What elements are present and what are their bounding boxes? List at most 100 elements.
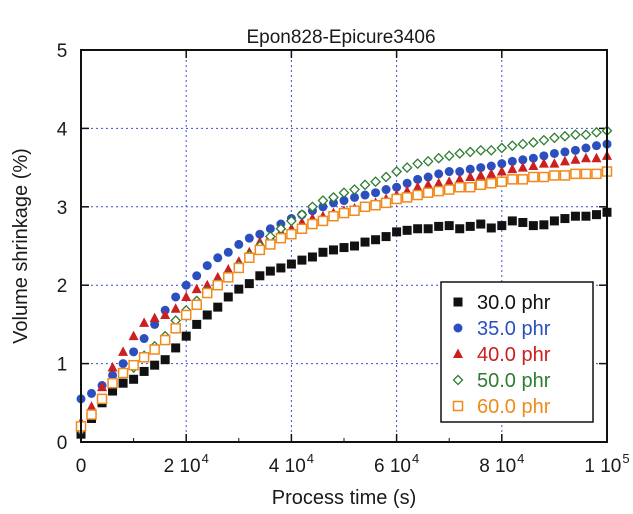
data-point bbox=[170, 303, 181, 313]
data-point bbox=[423, 179, 434, 189]
data-point bbox=[381, 185, 391, 195]
data-point bbox=[150, 360, 160, 370]
legend-label: 50.0 phr bbox=[477, 370, 551, 392]
data-point bbox=[170, 323, 181, 334]
data-point bbox=[139, 366, 149, 376]
data-point bbox=[413, 174, 423, 184]
data-point bbox=[444, 221, 454, 231]
data-point bbox=[191, 283, 202, 294]
data-point bbox=[412, 181, 423, 192]
data-point bbox=[539, 220, 549, 230]
data-point bbox=[349, 205, 360, 216]
data-point bbox=[307, 201, 318, 213]
data-point bbox=[359, 179, 371, 191]
data-point bbox=[560, 147, 570, 157]
data-point bbox=[318, 202, 328, 212]
x-tick-label: 8 104 bbox=[479, 451, 524, 477]
data-point bbox=[454, 181, 465, 193]
data-point bbox=[401, 162, 413, 174]
data-point bbox=[107, 377, 118, 389]
data-point bbox=[517, 162, 528, 172]
data-point bbox=[465, 221, 475, 231]
data-point bbox=[276, 263, 286, 273]
data-point bbox=[559, 155, 570, 166]
data-point bbox=[413, 224, 423, 234]
y-tick-label: 4 bbox=[57, 119, 68, 140]
data-point bbox=[539, 151, 549, 161]
data-point bbox=[223, 264, 234, 274]
data-point bbox=[202, 279, 213, 290]
data-point bbox=[591, 168, 602, 180]
data-point bbox=[434, 221, 444, 231]
legend-item: 40.0 phr bbox=[453, 344, 551, 366]
data-point bbox=[423, 172, 433, 182]
data-point bbox=[528, 221, 538, 231]
data-point bbox=[360, 237, 370, 247]
data-point bbox=[570, 145, 580, 155]
data-point bbox=[444, 167, 454, 177]
data-point bbox=[380, 197, 392, 209]
data-point bbox=[307, 218, 318, 230]
y-axis-label: Volume shrinkage (%) bbox=[10, 148, 32, 344]
data-point bbox=[570, 154, 581, 164]
data-point bbox=[96, 393, 108, 405]
data-point bbox=[307, 252, 317, 262]
data-point bbox=[171, 343, 181, 353]
data-point bbox=[139, 334, 149, 344]
data-point bbox=[296, 223, 308, 235]
data-point bbox=[150, 319, 160, 329]
data-point bbox=[496, 166, 507, 176]
legend-label: 40.0 phr bbox=[477, 344, 551, 366]
data-point bbox=[118, 346, 129, 356]
data-point bbox=[201, 287, 213, 299]
data-point bbox=[328, 210, 339, 222]
data-point bbox=[285, 215, 297, 227]
data-point bbox=[475, 144, 487, 156]
data-point bbox=[465, 171, 476, 182]
data-point bbox=[455, 167, 465, 177]
data-point bbox=[506, 140, 518, 152]
data-point bbox=[202, 310, 212, 320]
data-point bbox=[433, 177, 444, 188]
data-point bbox=[86, 401, 97, 411]
data-point bbox=[497, 159, 507, 169]
data-point bbox=[412, 158, 424, 170]
y-tick-label: 3 bbox=[57, 198, 68, 219]
data-point bbox=[244, 252, 255, 264]
data-point bbox=[86, 409, 97, 420]
data-point bbox=[443, 184, 455, 195]
data-point bbox=[433, 185, 444, 197]
data-point bbox=[296, 209, 308, 221]
data-point bbox=[559, 170, 571, 181]
data-point bbox=[496, 142, 508, 154]
data-point bbox=[464, 181, 476, 193]
data-point bbox=[181, 291, 192, 301]
data-point bbox=[286, 259, 296, 269]
data-point bbox=[486, 168, 497, 178]
data-point bbox=[391, 166, 403, 177]
legend-label: 35.0 phr bbox=[477, 318, 551, 340]
data-point bbox=[212, 279, 224, 291]
data-point bbox=[412, 189, 423, 201]
data-point bbox=[517, 138, 529, 150]
data-point bbox=[138, 352, 150, 363]
data-point bbox=[517, 174, 529, 185]
data-point bbox=[223, 272, 234, 283]
legend-label: 60.0 phr bbox=[477, 396, 551, 418]
data-point bbox=[339, 196, 349, 206]
data-point bbox=[580, 129, 592, 141]
data-point bbox=[465, 164, 475, 174]
data-point bbox=[560, 214, 570, 224]
data-point bbox=[371, 188, 381, 198]
y-tick-label: 2 bbox=[57, 276, 68, 297]
y-tick-label: 0 bbox=[57, 433, 68, 454]
legend-item: 60.0 phr bbox=[452, 396, 551, 418]
x-axis-label: Process time (s) bbox=[272, 487, 416, 509]
data-point bbox=[507, 156, 517, 166]
data-point bbox=[485, 144, 497, 156]
data-point bbox=[129, 374, 139, 384]
legend-item: 50.0 phr bbox=[452, 370, 551, 392]
data-point bbox=[286, 228, 297, 240]
data-point bbox=[255, 271, 265, 281]
